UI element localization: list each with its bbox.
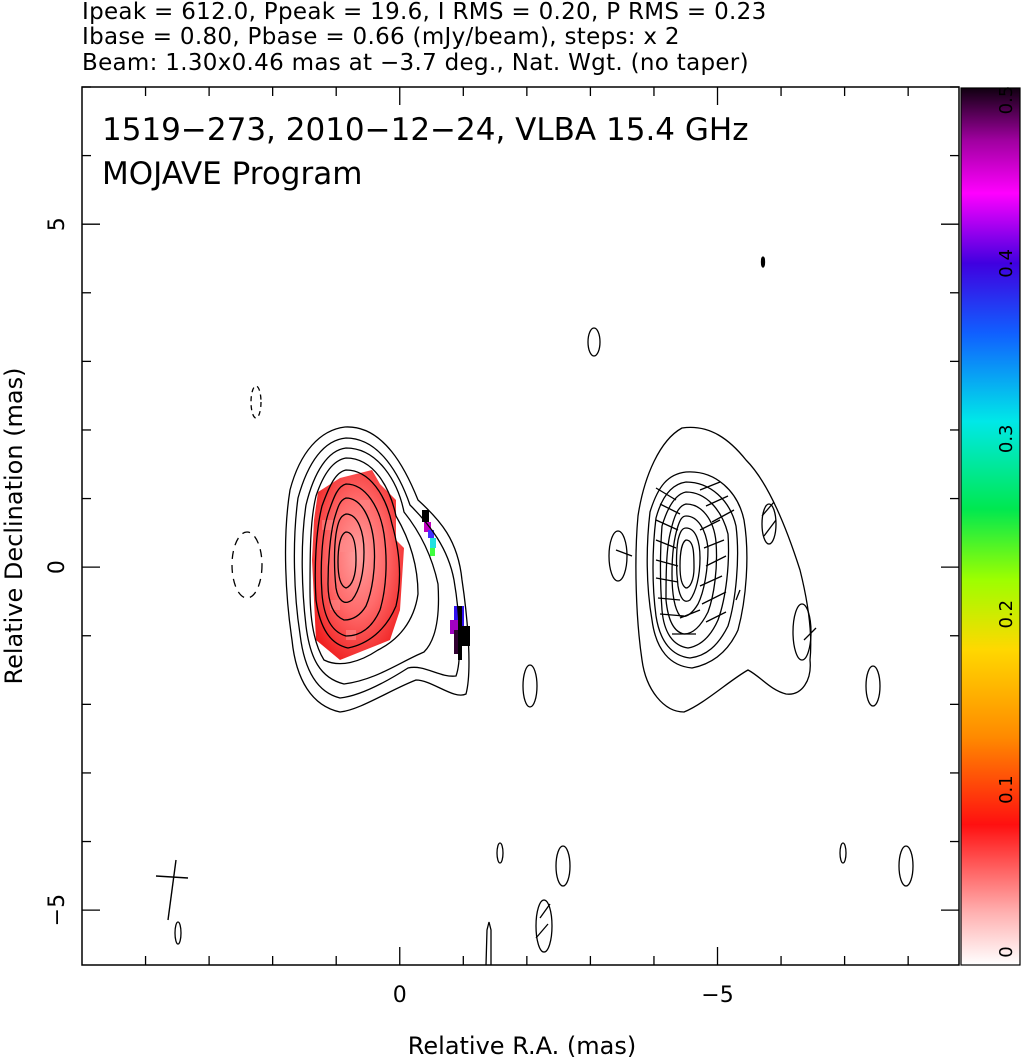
y-tick-label: −5 (45, 894, 70, 926)
colorbar-tick-label: 0 (996, 946, 1017, 957)
colorbar-tick-label: 0.4 (996, 249, 1017, 278)
axis-ticks (82, 86, 959, 965)
colorbar-tick-label: 0.5 (996, 86, 1017, 115)
polarization-vectors (535, 481, 817, 939)
y-tick-label: 5 (45, 217, 70, 231)
noise-contours (174, 256, 914, 965)
plot-title: 1519−273, 2010−12−24, VLBA 15.4 GHz (102, 112, 748, 148)
colorbar (961, 88, 1020, 965)
colorbar-tick-label: 0.2 (996, 600, 1017, 629)
x-tick-label: 0 (393, 983, 407, 1008)
header-line-1: Ipeak = 612.0, Ppeak = 19.6, I RMS = 0.2… (82, 0, 767, 25)
plot-frame (81, 86, 960, 966)
x-tick-label: −5 (701, 983, 733, 1008)
colorbar-ticks: 0 0.1 0.2 0.3 0.4 0.5 (996, 86, 1017, 958)
y-axis-label: Relative Declination (mas) (0, 367, 28, 684)
jet-contours (635, 426, 812, 713)
colorbar-tick-label: 0.1 (996, 775, 1017, 804)
y-tick-label: 0 (45, 560, 70, 574)
tick-labels: 0 −5 5 0 −5 (45, 217, 734, 1008)
core-contours (284, 426, 470, 713)
colorbar-tick-label: 0.3 (996, 424, 1017, 453)
plot-subtitle: MOJAVE Program (102, 156, 362, 192)
x-axis-label: Relative R.A. (mas) (408, 1032, 636, 1060)
beam-marker (155, 859, 189, 921)
header-line-2: Ibase = 0.80, Pbase = 0.66 (mJy/beam), s… (82, 24, 680, 50)
header-line-3: Beam: 1.30x0.46 mas at −3.7 deg., Nat. W… (82, 50, 749, 76)
colorbar-frame (960, 87, 1021, 966)
